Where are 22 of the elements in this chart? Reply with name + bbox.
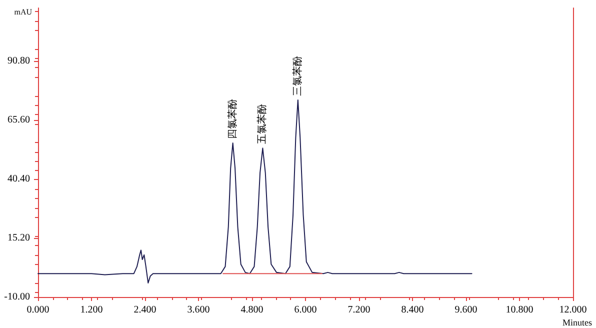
y-tick-label: 40.40 <box>8 174 30 185</box>
y-tick-label: -10.00 <box>4 292 30 302</box>
annotation: 三氯苯酚 <box>291 56 304 96</box>
x-tick-label: 0.000 <box>26 304 50 316</box>
x-tick-label: 12.000 <box>559 304 587 316</box>
x-tick-label: 6.000 <box>294 304 317 316</box>
x-axis-title: Minutes <box>562 318 592 328</box>
x-tick-label: 7.200 <box>348 304 370 316</box>
x-tick-label: 10.800 <box>506 304 534 316</box>
x-tick-label: 9.600 <box>454 304 478 316</box>
x-tick-label: 8.400 <box>401 304 424 316</box>
x-tick-label: 1.200 <box>80 304 103 316</box>
x-tick-label: 2.400 <box>134 304 156 316</box>
y-tick-label: 15.20 <box>8 232 30 244</box>
y-axis-title: mAU <box>14 8 32 16</box>
annotation: 四氯苯酚 <box>226 99 238 140</box>
y-tick-label: 65.60 <box>8 114 30 126</box>
x-tick-label: 4.800 <box>240 304 264 316</box>
annotation: 五氯苯酚 <box>256 104 268 144</box>
line-series <box>38 99 472 284</box>
x-tick-label: 3.600 <box>187 304 210 316</box>
y-tick-label: 90.80 <box>8 56 30 67</box>
